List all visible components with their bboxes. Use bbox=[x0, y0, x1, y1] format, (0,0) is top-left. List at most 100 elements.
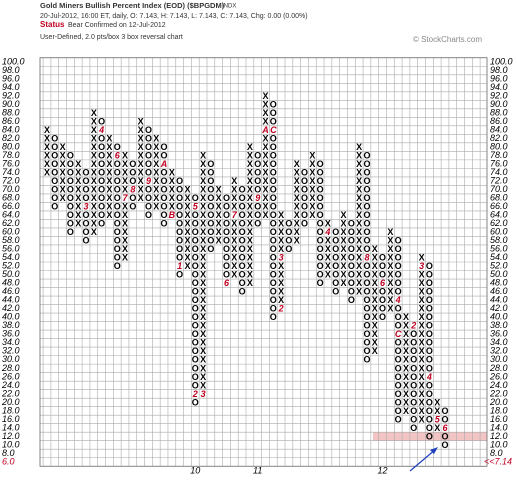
pnf-box: X bbox=[106, 210, 112, 220]
pnf-box: O bbox=[410, 329, 417, 339]
pnf-box: O bbox=[176, 270, 183, 280]
pnf-box: O bbox=[67, 193, 74, 203]
pnf-box: X bbox=[294, 168, 300, 178]
pnf-box: O bbox=[317, 210, 324, 220]
pnf-box: X bbox=[372, 270, 378, 280]
pnf-box: O bbox=[270, 159, 277, 169]
pnf-box: O bbox=[426, 261, 433, 271]
pnf-box: X bbox=[200, 193, 206, 203]
pnf-box: O bbox=[51, 193, 58, 203]
pnf-box: X bbox=[200, 159, 206, 169]
pnf-box: X bbox=[325, 244, 331, 254]
pnf-box: O bbox=[270, 219, 277, 229]
y-tick-label: 92.0 bbox=[2, 90, 20, 100]
pnf-box: X bbox=[153, 168, 159, 178]
pnf-box: O bbox=[348, 287, 355, 297]
month-marker: 4 bbox=[395, 295, 401, 305]
pnf-box: O bbox=[317, 168, 324, 178]
pnf-box: X bbox=[106, 193, 112, 203]
chart-title: Gold Miners Bullish Percent Index (EOD) … bbox=[40, 1, 225, 10]
pnf-box: X bbox=[356, 236, 362, 246]
pnf-box: X bbox=[325, 270, 331, 280]
pnf-box: O bbox=[363, 227, 370, 237]
pnf-box: X bbox=[341, 219, 347, 229]
pnf-box: X bbox=[153, 185, 159, 195]
pnf-box: O bbox=[192, 397, 199, 407]
pnf-box: O bbox=[192, 227, 199, 237]
pnf-box: O bbox=[317, 270, 324, 280]
pnf-box: X bbox=[247, 159, 253, 169]
pnf-box: X bbox=[200, 227, 206, 237]
pnf-box: X bbox=[231, 202, 237, 212]
pnf-box: X bbox=[200, 278, 206, 288]
pnf-box: X bbox=[91, 150, 97, 160]
pnf-box: O bbox=[254, 168, 261, 178]
month-marker: 3 bbox=[201, 389, 206, 399]
pnf-box: O bbox=[317, 176, 324, 186]
month-marker: 4 bbox=[426, 372, 432, 382]
month-marker: 5 bbox=[193, 202, 199, 212]
pnf-box: O bbox=[239, 287, 246, 297]
pnf-box: O bbox=[192, 363, 199, 373]
pnf-box: O bbox=[161, 210, 168, 220]
pnf-box: O bbox=[379, 304, 386, 314]
pnf-box: X bbox=[231, 193, 237, 203]
pnf-box: O bbox=[114, 236, 121, 246]
pnf-box: O bbox=[161, 150, 168, 160]
y-tick-label: 66.0 bbox=[2, 201, 20, 211]
pnf-box: O bbox=[239, 236, 246, 246]
pnf-box: O bbox=[192, 210, 199, 220]
pnf-box: O bbox=[114, 202, 121, 212]
pnf-box: X bbox=[200, 338, 206, 348]
pnf-box: X bbox=[247, 185, 253, 195]
y-tick-label: 52.0 bbox=[490, 261, 508, 271]
y-tick-label: 68.0 bbox=[490, 193, 508, 203]
pnf-box: O bbox=[395, 244, 402, 254]
pnf-box: O bbox=[395, 346, 402, 356]
pnf-box: X bbox=[419, 321, 425, 331]
pnf-box: O bbox=[161, 176, 168, 186]
pnf-box: X bbox=[309, 159, 315, 169]
y-tick-label: 24.0 bbox=[1, 380, 20, 390]
pnf-box: O bbox=[426, 355, 433, 365]
pnf-box: O bbox=[301, 219, 308, 229]
pnf-box: O bbox=[98, 176, 105, 186]
pnf-box: X bbox=[403, 355, 409, 365]
pnf-box: O bbox=[317, 253, 324, 263]
pnf-box: X bbox=[309, 202, 315, 212]
pnf-box: O bbox=[114, 159, 121, 169]
pnf-box: O bbox=[145, 142, 152, 152]
pnf-box: X bbox=[403, 372, 409, 382]
pnf-box: X bbox=[184, 185, 190, 195]
pnf-box: O bbox=[270, 116, 277, 126]
pnf-box: O bbox=[363, 355, 370, 365]
y-tick-label: 96.0 bbox=[490, 73, 508, 83]
pnf-box: O bbox=[426, 397, 433, 407]
pnf-box: X bbox=[200, 355, 206, 365]
pnf-box: O bbox=[270, 236, 277, 246]
pnf-box: O bbox=[395, 397, 402, 407]
pnf-box: O bbox=[192, 261, 199, 271]
pnf-box: O bbox=[426, 295, 433, 305]
y-tick-label: 70.0 bbox=[490, 184, 508, 194]
pnf-box: O bbox=[207, 168, 214, 178]
pnf-box: O bbox=[98, 193, 105, 203]
pnf-box: X bbox=[200, 253, 206, 263]
pnf-box: O bbox=[161, 168, 168, 178]
pnf-box: X bbox=[278, 236, 284, 246]
pnf-box: O bbox=[410, 338, 417, 348]
y-tick-label: 44.0 bbox=[490, 295, 508, 305]
pnf-box: O bbox=[239, 193, 246, 203]
